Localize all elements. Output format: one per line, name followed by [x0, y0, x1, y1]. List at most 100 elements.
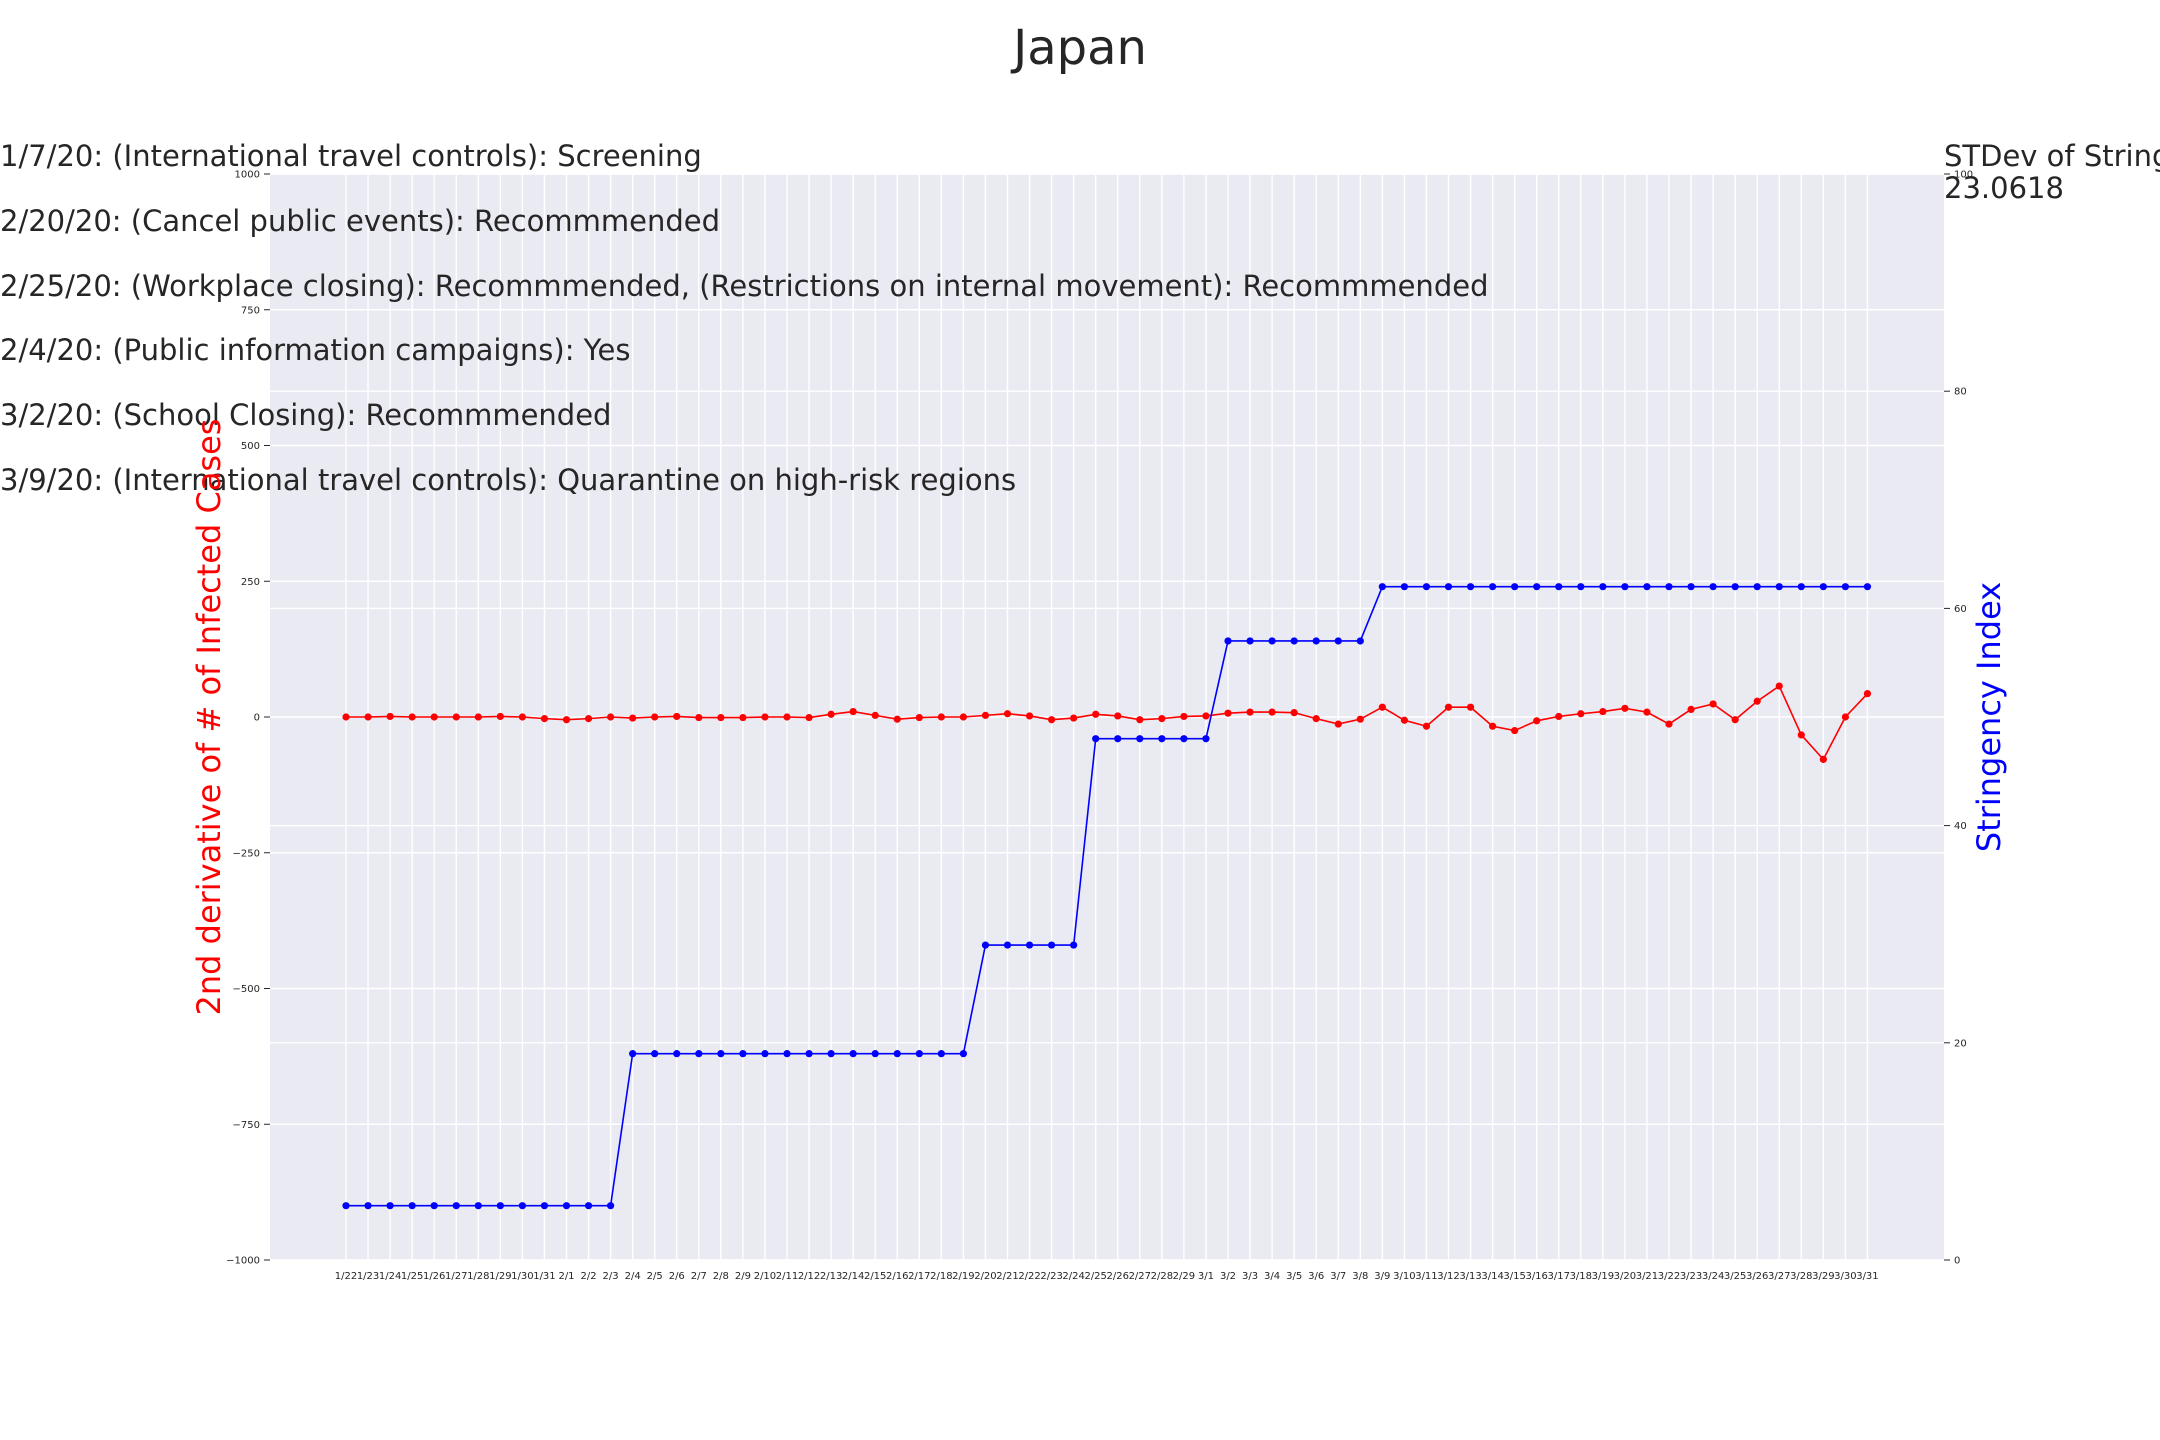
data-point-left [1775, 682, 1783, 690]
data-point-left [518, 713, 527, 721]
left-tick-label: −250 [233, 848, 260, 859]
data-point-left [717, 713, 725, 722]
x-tick-label: 2/26 [1107, 1271, 1129, 1282]
x-tick-label: 3/6 [1308, 1271, 1324, 1282]
x-tick-label: 3/8 [1352, 1271, 1368, 1282]
chart-title: Japan [1010, 20, 1147, 76]
data-point-right [474, 1202, 482, 1210]
data-point-left [562, 716, 571, 724]
data-point-left [1025, 712, 1034, 720]
data-point-right [893, 1050, 901, 1058]
data-point-right [1489, 583, 1497, 591]
x-tick-label: 2/19 [952, 1271, 974, 1282]
data-point-right [1048, 941, 1056, 949]
left-tick-label: 500 [241, 441, 260, 452]
x-tick-label: 2/7 [691, 1271, 707, 1282]
x-tick-label: 1/23 [357, 1271, 379, 1282]
data-point-right [1466, 583, 1475, 591]
data-point-left [1158, 715, 1166, 723]
left-tick-label: −500 [233, 984, 260, 995]
data-point-right [408, 1202, 416, 1210]
x-tick-label: 2/22 [1018, 1271, 1040, 1282]
series-lines [346, 585, 1869, 1207]
x-tick-label: 1/24 [379, 1271, 401, 1282]
data-point-left [342, 713, 350, 721]
data-point-left [783, 713, 791, 721]
data-point-left [805, 713, 813, 722]
x-tick-label: 3/17 [1548, 1271, 1570, 1282]
data-point-right [1599, 583, 1607, 591]
data-point-right [1687, 583, 1695, 591]
x-tick-label: 2/29 [1173, 1271, 1195, 1282]
data-point-left [1511, 726, 1519, 735]
x-tick-label: 2/25 [1084, 1271, 1106, 1282]
data-point-right [584, 1202, 593, 1210]
annotation-text: 3/9/20: (International travel controls):… [0, 463, 1016, 497]
x-tick-label: 2/23 [1040, 1271, 1062, 1282]
data-point-left [1202, 712, 1210, 720]
data-point-left [1334, 720, 1342, 728]
data-point-left [1709, 700, 1717, 708]
data-point-right [1312, 637, 1320, 645]
data-point-right [1577, 583, 1585, 591]
data-point-right [717, 1050, 725, 1058]
data-point-left [915, 713, 923, 722]
x-tick-label: 2/15 [864, 1271, 886, 1282]
data-point-left [1048, 716, 1056, 724]
data-point-right [651, 1050, 659, 1058]
x-tick-label: 1/31 [533, 1271, 555, 1282]
annotation-text: 2/25/20: (Workplace closing): Recommmend… [0, 269, 1488, 303]
data-point-left [1466, 703, 1475, 711]
x-tick-label: 3/11 [1415, 1271, 1437, 1282]
data-point-right [1533, 583, 1541, 591]
x-tick-label: 3/31 [1856, 1271, 1878, 1282]
x-tick-label: 1/25 [401, 1271, 423, 1282]
data-point-right [1400, 583, 1408, 591]
annotation-text: 2/4/20: (Public information campaigns): … [0, 333, 631, 367]
data-point-left [1665, 720, 1673, 728]
x-tick-label: 3/18 [1570, 1271, 1592, 1282]
x-axis-ticks: 1/22 1/23 1/24 1/25 1/26 1/27 1/28 1/29 1/30 1/31… [335, 1271, 1879, 1282]
right-tick-label: 40 [1954, 821, 1967, 832]
data-point-right [1025, 941, 1034, 949]
data-point-left [695, 713, 703, 722]
x-tick-label: 3/22 [1658, 1271, 1680, 1282]
x-tick-label: 1/28 [467, 1271, 489, 1282]
data-point-left [959, 713, 968, 721]
data-point-left [1268, 708, 1276, 716]
data-point-right [1775, 583, 1783, 591]
x-tick-label: 2/18 [930, 1271, 952, 1282]
data-point-right [1114, 735, 1122, 743]
data-point-right [1268, 637, 1276, 645]
data-point-left [1753, 697, 1761, 705]
x-tick-label: 2/5 [647, 1271, 663, 1282]
data-point-left [1422, 722, 1431, 730]
x-tick-label: 3/26 [1746, 1271, 1768, 1282]
data-point-left [1687, 705, 1695, 713]
data-point-left [651, 713, 659, 721]
x-tick-label: 3/4 [1264, 1271, 1280, 1282]
data-point-right [540, 1202, 549, 1210]
data-point-left [1246, 708, 1254, 716]
data-point-left [1312, 715, 1320, 723]
data-point-right [364, 1202, 372, 1210]
x-tick-label: 3/1 [1198, 1271, 1214, 1282]
left-tick-label: −750 [233, 1120, 260, 1131]
data-point-right [1709, 583, 1717, 591]
x-tick-label: 3/16 [1525, 1271, 1547, 1282]
x-tick-label: 2/4 [625, 1271, 641, 1282]
data-point-left [430, 713, 438, 721]
data-point-left [1533, 717, 1541, 725]
data-point-right [981, 941, 990, 949]
data-point-left [474, 713, 482, 721]
x-tick-label: 2/17 [908, 1271, 930, 1282]
data-point-right [761, 1050, 769, 1058]
left-tick-label: −1000 [226, 1256, 260, 1267]
x-tick-label: 3/23 [1680, 1271, 1702, 1282]
data-point-left [1444, 703, 1453, 711]
data-point-left [1378, 703, 1386, 711]
data-point-right [386, 1202, 394, 1210]
data-point-right [562, 1202, 571, 1210]
x-tick-label: 2/8 [713, 1271, 729, 1282]
series-line-right [346, 585, 1868, 1207]
